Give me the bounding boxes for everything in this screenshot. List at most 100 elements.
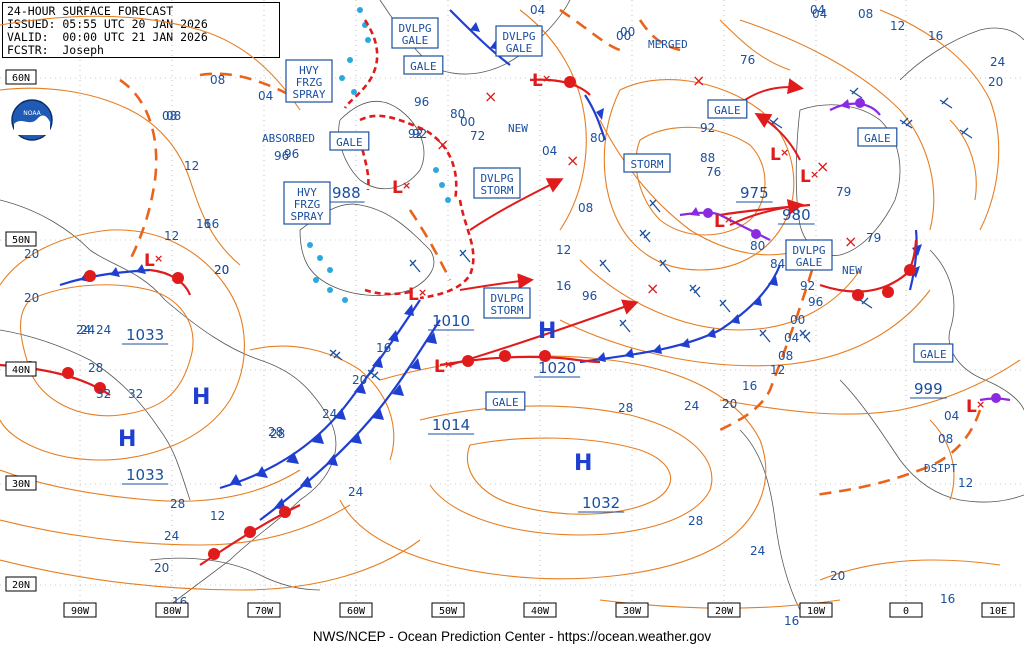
hazard-box-frame bbox=[623, 153, 671, 173]
svg-text:×: × bbox=[646, 279, 659, 298]
isobar-value: 20 bbox=[154, 561, 169, 575]
longitude-label: 40W bbox=[523, 602, 557, 618]
svg-text:20W: 20W bbox=[715, 606, 734, 617]
isobar-value: 16 bbox=[784, 614, 799, 628]
longitude-label: 90W bbox=[63, 602, 97, 618]
longitude-label: 10E bbox=[981, 602, 1015, 618]
header-valid: VALID: 00:00 UTC 21 JAN 2026 bbox=[7, 30, 208, 44]
noaa-logo: NOAA bbox=[11, 99, 53, 141]
hazard-box: GALE bbox=[329, 131, 370, 151]
hazard-box-text: STORM bbox=[630, 158, 663, 171]
isobar-value: 72 bbox=[470, 129, 485, 143]
isobar-value: 24 bbox=[684, 399, 699, 413]
isobar-value: 24 bbox=[80, 323, 95, 337]
occluded-fronts bbox=[679, 102, 1011, 402]
svg-text:20N: 20N bbox=[12, 580, 30, 591]
isobar-value: 12 bbox=[958, 476, 973, 490]
hazard-box-text: HVY bbox=[299, 64, 319, 77]
svg-text:L: L bbox=[770, 145, 781, 165]
svg-text:60N: 60N bbox=[12, 73, 30, 84]
isobar-value: 96 bbox=[808, 295, 823, 309]
svg-text:50N: 50N bbox=[12, 235, 30, 246]
hazard-box-text: SPRAY bbox=[290, 210, 323, 223]
map-annotation: NEW bbox=[842, 264, 862, 277]
isobar-value: 08 bbox=[162, 109, 177, 123]
longitude-label: 10W bbox=[799, 602, 833, 618]
hazard-box-text: DVLPG bbox=[502, 30, 535, 43]
hazard-box-text: FRZG bbox=[296, 76, 323, 89]
latitude-labels: 60N 50N 40N 30N 20N bbox=[5, 69, 37, 592]
hazard-box-text: GALE bbox=[920, 348, 947, 361]
svg-text:L: L bbox=[434, 357, 445, 377]
pressure-labels: 1033 1033 1032 1020 1014 988 1010 975 980 999 bbox=[122, 184, 947, 513]
isobar-value: 28 bbox=[270, 427, 285, 441]
hazard-box-text: DVLPG bbox=[792, 244, 825, 257]
svg-text:90W: 90W bbox=[71, 606, 90, 617]
svg-text:×: × bbox=[566, 151, 579, 170]
svg-text:×: × bbox=[484, 87, 497, 106]
hazard-box: STORM bbox=[623, 153, 671, 173]
isobar-value: 92 bbox=[700, 121, 715, 135]
isobar-value: 80 bbox=[750, 239, 765, 253]
coastlines bbox=[0, 0, 1024, 611]
svg-text:10E: 10E bbox=[989, 606, 1007, 617]
isobar-value: 00 bbox=[616, 29, 631, 43]
svg-text:L: L bbox=[800, 167, 811, 187]
hazard-box-text: GALE bbox=[492, 396, 519, 409]
pressure-value: 980 bbox=[782, 206, 811, 224]
isobar-value: 24 bbox=[164, 529, 179, 543]
hazard-box-text: SPRAY bbox=[292, 88, 325, 101]
isobar-value: 04 bbox=[542, 144, 557, 158]
svg-text:×: × bbox=[436, 135, 449, 154]
hazard-box-text: HVY bbox=[297, 186, 317, 199]
svg-text:L: L bbox=[408, 285, 419, 305]
hazard-box: GALE bbox=[857, 127, 898, 147]
isobar-value: 20 bbox=[722, 397, 737, 411]
hazard-box-text: GALE bbox=[864, 132, 891, 145]
pressure-value: 975 bbox=[740, 184, 769, 202]
hazard-box-frame bbox=[483, 287, 531, 319]
latitude-label: 30N bbox=[5, 475, 37, 491]
isobar-value: 12 bbox=[890, 19, 905, 33]
isobar-value: 12 bbox=[164, 229, 179, 243]
hazard-box-frame bbox=[857, 127, 898, 147]
svg-text:L: L bbox=[714, 212, 725, 232]
isobar-value: 16 bbox=[940, 592, 955, 606]
longitude-label: 70W bbox=[247, 602, 281, 618]
isobar-value: 24 bbox=[76, 323, 91, 337]
isobar-value: 12 bbox=[184, 159, 199, 173]
isobar-value: 08 bbox=[938, 432, 953, 446]
isobar-value: 28 bbox=[618, 401, 633, 415]
pressure-value: 988 bbox=[332, 184, 361, 202]
hazard-box-text: GALE bbox=[796, 256, 823, 269]
pressure-value: 1033 bbox=[126, 466, 164, 484]
troughs bbox=[119, 8, 982, 497]
map-annotation: ABSORBED bbox=[262, 132, 315, 145]
svg-text:×: × bbox=[810, 168, 819, 181]
svg-text:60W: 60W bbox=[347, 606, 366, 617]
isobar-value: 92 bbox=[408, 127, 423, 141]
isobar-value: 96 bbox=[274, 149, 289, 163]
hazard-box-frame bbox=[473, 167, 521, 199]
forecast-header: 24-HOUR SURFACE FORECAST ISSUED: 05:55 U… bbox=[2, 2, 280, 58]
isobar-value: 16 bbox=[928, 29, 943, 43]
isobar-value: 20 bbox=[830, 569, 845, 583]
cold-fronts bbox=[59, 9, 918, 521]
isobar-value: 08 bbox=[858, 7, 873, 21]
isobar-value: 16 bbox=[742, 379, 757, 393]
svg-text:L: L bbox=[144, 251, 155, 271]
pressure-value: 1033 bbox=[126, 326, 164, 344]
hazard-box-frame bbox=[329, 131, 370, 151]
longitude-label: 0 bbox=[889, 602, 923, 618]
isobar-value: 20 bbox=[214, 263, 229, 277]
svg-text:L: L bbox=[966, 397, 977, 417]
low-center-symbols: L × L × L × L × L × L × L × L × L × bbox=[144, 71, 985, 417]
hazard-box: GALE bbox=[707, 99, 748, 119]
hazard-box-frame bbox=[485, 391, 526, 411]
map-annotation: NEW bbox=[508, 122, 528, 135]
